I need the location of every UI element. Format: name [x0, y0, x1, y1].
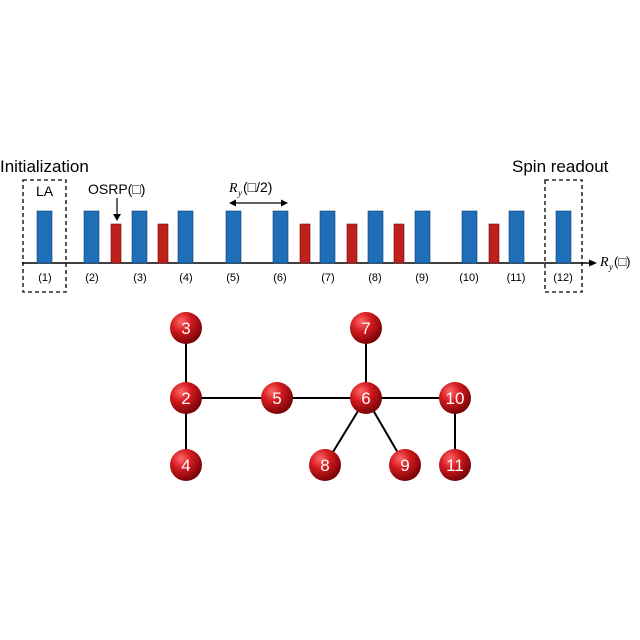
pulse-blue — [131, 210, 148, 264]
ry-axis-symbol: R — [599, 255, 609, 270]
step-label-3: (3) — [133, 272, 146, 284]
la-label: LA — [36, 183, 54, 199]
pulse-red — [299, 223, 311, 264]
ry-half-sub: y — [237, 188, 242, 198]
ry-arrow-right-head — [281, 199, 288, 207]
pulse-blue — [225, 210, 242, 264]
node-label: 4 — [181, 456, 190, 475]
step-label-9: (9) — [415, 272, 428, 284]
node-6: 6 — [350, 382, 382, 414]
node-ball — [389, 449, 421, 481]
node-ball — [170, 449, 202, 481]
step-labels: (1) (2) (3) (4) (5) (6) (7) (8) (9) (10)… — [38, 272, 573, 284]
step-label-2: (2) — [85, 272, 98, 284]
node-7: 7 — [350, 312, 382, 344]
pulse-red — [346, 223, 358, 264]
readout-box — [544, 179, 583, 293]
node-label: 11 — [446, 456, 464, 475]
node-5: 5 — [261, 382, 293, 414]
ry-arrow-left-head — [229, 199, 236, 207]
pulse-blue — [36, 210, 53, 264]
step-label-5: (5) — [226, 272, 239, 284]
initialization-label: Initialization — [0, 157, 89, 176]
node-label: 10 — [446, 389, 465, 408]
spin-readout-label: Spin readout — [512, 157, 609, 176]
ry-axis-sub: y — [608, 262, 613, 272]
step-label-4: (4) — [179, 272, 192, 284]
pulse-red — [393, 223, 405, 264]
timeline-arrow-head — [589, 259, 597, 267]
graph-nodes: 3 2 4 5 7 6 8 9 — [170, 312, 471, 481]
pulse-blue — [414, 210, 431, 264]
node-3: 3 — [170, 312, 202, 344]
step-label-7: (7) — [321, 272, 334, 284]
osrp-label: OSRP(□) — [88, 181, 145, 197]
node-label: 2 — [181, 389, 190, 408]
pulse-sequence — [36, 210, 572, 264]
node-ball — [170, 312, 202, 344]
node-ball — [439, 382, 471, 414]
step-label-11: (11) — [507, 272, 526, 284]
node-ball — [350, 382, 382, 414]
node-ball — [170, 382, 202, 414]
step-label-1: (1) — [38, 272, 51, 284]
node-4: 4 — [170, 449, 202, 481]
pulse-red — [488, 223, 500, 264]
pulse-blue — [508, 210, 525, 264]
pulse-blue — [272, 210, 289, 264]
step-label-12: (12) — [553, 272, 573, 284]
node-label: 7 — [361, 319, 370, 338]
node-label: 8 — [320, 456, 329, 475]
initialization-box — [22, 179, 67, 293]
node-11: 11 — [439, 449, 471, 481]
pulse-blue — [177, 210, 194, 264]
ry-half-symbol: R — [228, 181, 238, 196]
graph-edges — [185, 328, 456, 466]
node-8: 8 — [309, 449, 341, 481]
pulse-blue — [83, 210, 100, 264]
ry-axis-label: (□) — [614, 254, 631, 269]
pulse-blue — [555, 210, 572, 264]
node-label: 3 — [181, 319, 190, 338]
node-ball — [350, 312, 382, 344]
pulse-blue — [367, 210, 384, 264]
node-label: 9 — [400, 456, 409, 475]
node-ball — [261, 382, 293, 414]
step-label-6: (6) — [273, 272, 286, 284]
pulse-blue — [461, 210, 478, 264]
pulse-blue — [319, 210, 336, 264]
node-9: 9 — [389, 449, 421, 481]
step-label-10: (10) — [459, 272, 479, 284]
step-label-8: (8) — [368, 272, 381, 284]
node-ball — [309, 449, 341, 481]
pulse-red — [110, 223, 122, 264]
node-2: 2 — [170, 382, 202, 414]
ry-half-label: (□/2) — [243, 179, 272, 195]
node-label: 5 — [272, 389, 281, 408]
pulse-red — [157, 223, 169, 264]
node-10: 10 — [439, 382, 471, 414]
node-label: 6 — [361, 389, 370, 408]
osrp-arrow-head — [113, 214, 121, 221]
node-ball — [439, 449, 471, 481]
